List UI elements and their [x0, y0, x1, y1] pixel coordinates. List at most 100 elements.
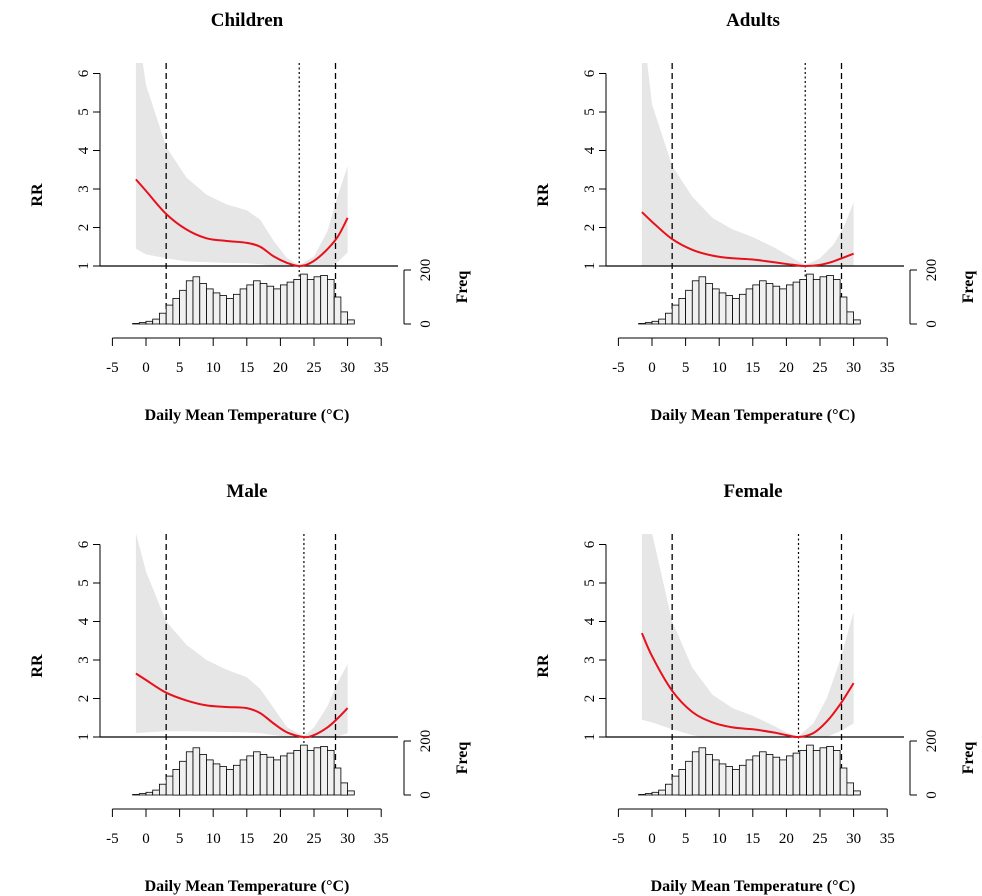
x-tick-label: 20 [273, 831, 288, 847]
histogram-bar [326, 749, 335, 796]
histogram-bar [152, 789, 160, 796]
panel-children: 1 2 3 4 5 6 RR 0 200 Freq -5 0 5 10 15 20 25 30 35 Daily Me… [29, 10, 471, 424]
histogram-bar [678, 297, 686, 325]
histogram-bar [340, 782, 348, 796]
rr-curve [640, 632, 855, 739]
freq-axis-label: Freq [454, 742, 471, 775]
x-tick-label: 20 [273, 360, 288, 376]
histogram-bar [705, 283, 713, 325]
freq-tick-label: 200 [924, 259, 940, 282]
panel-adults: 1 2 3 4 5 6 RR 0 200 Freq -5 0 5 10 15 20 25 30 35 Daily Me… [535, 10, 977, 424]
y-tick-label: 5 [582, 108, 598, 116]
histogram-bar [738, 764, 747, 796]
histogram-bar [853, 319, 861, 325]
histogram-bar [165, 304, 174, 325]
histogram-bar [226, 768, 234, 796]
histogram-bar [698, 276, 707, 325]
histogram-bar [279, 284, 288, 325]
histogram-bar [253, 751, 261, 796]
histogram-bar [219, 766, 227, 796]
histogram-bar [300, 744, 308, 796]
x-tick-label: 20 [779, 360, 794, 376]
y-tick-label: 4 [582, 617, 598, 625]
histogram-bar [812, 278, 821, 325]
freq-axis-label: Freq [454, 271, 471, 304]
histogram-bar [165, 775, 174, 796]
histogram-bar [158, 312, 167, 325]
histogram-bar [132, 794, 140, 796]
freq-axis-label: Freq [960, 742, 977, 775]
x-tick-label: 30 [340, 831, 355, 847]
histogram-bar [320, 745, 328, 796]
histogram-bar [819, 747, 828, 796]
y-tick-label: 3 [582, 656, 598, 664]
histogram-bar [765, 754, 774, 796]
histogram-bar [799, 749, 807, 796]
rr-curve [135, 178, 349, 268]
histogram-bar [212, 763, 221, 796]
histogram-bar [792, 752, 801, 796]
histogram-bar [745, 288, 754, 325]
histogram-bar [718, 763, 727, 796]
histogram-bar [759, 751, 767, 796]
histogram-bar [192, 747, 201, 796]
histogram-bar [192, 276, 201, 325]
x-tick-label: 20 [779, 831, 794, 847]
chart-title: Children [211, 10, 284, 31]
histogram-bar [347, 790, 355, 796]
y-tick-label: 1 [582, 733, 598, 741]
histogram-bar [293, 749, 301, 796]
histogram-bar [219, 295, 227, 325]
histogram-bar [313, 276, 322, 325]
histogram-bar [266, 756, 275, 796]
panel-male: 1 2 3 4 5 6 RR 0 200 Freq -5 0 5 10 15 20 25 30 35 Daily Me… [29, 481, 471, 895]
histogram-bar [759, 280, 767, 325]
histogram-bar [266, 285, 275, 325]
freq-tick-label: 0 [924, 791, 940, 799]
histogram-bar [333, 296, 342, 325]
histogram-bar [273, 288, 281, 325]
histogram-bar [179, 289, 187, 325]
y-tick-label: 5 [582, 579, 598, 587]
histogram-bar [279, 755, 288, 796]
x-tick-label: 10 [712, 360, 727, 376]
histogram-bar [752, 755, 760, 796]
histogram-bar [152, 318, 160, 325]
y-tick-label: 4 [582, 146, 598, 154]
histogram-bar [826, 274, 834, 325]
histogram-bar [664, 783, 673, 796]
histogram-bar [819, 276, 828, 325]
x-tick-label: -5 [106, 831, 119, 847]
histogram-bar [246, 284, 254, 325]
histogram-bar [326, 278, 335, 325]
x-tick-label: 5 [682, 831, 690, 847]
histogram-bar [239, 759, 248, 796]
rr-curve [641, 211, 854, 268]
histogram-bar [300, 273, 308, 325]
y-tick-label: 5 [76, 108, 92, 116]
histogram-bar [785, 284, 794, 325]
chart-title: Adults [726, 10, 780, 31]
x-tick-label: 15 [745, 831, 760, 847]
histogram-bar [839, 767, 848, 796]
y-tick-label: 6 [76, 69, 92, 77]
x-axis-label: Daily Mean Temperature (°C) [145, 878, 350, 895]
x-axis-label: Daily Mean Temperature (°C) [145, 407, 350, 424]
x-tick-label: 25 [813, 360, 828, 376]
histogram-bar [691, 751, 700, 796]
x-tick-label: 35 [374, 831, 389, 847]
freq-tick-label: 200 [418, 730, 434, 753]
x-tick-label: 10 [206, 360, 221, 376]
histogram-bar [145, 791, 154, 796]
histogram-bar [206, 288, 214, 325]
x-tick-label: 25 [307, 360, 322, 376]
x-tick-label: 35 [880, 831, 895, 847]
x-tick-label: 0 [648, 360, 656, 376]
histogram-bar [732, 297, 740, 325]
x-axis-label: Daily Mean Temperature (°C) [651, 407, 856, 424]
histogram-bar [226, 297, 234, 325]
histogram-bar [779, 288, 787, 325]
x-tick-label: 10 [206, 831, 221, 847]
y-tick-label: 2 [582, 224, 598, 232]
y-tick-label: 3 [76, 656, 92, 664]
